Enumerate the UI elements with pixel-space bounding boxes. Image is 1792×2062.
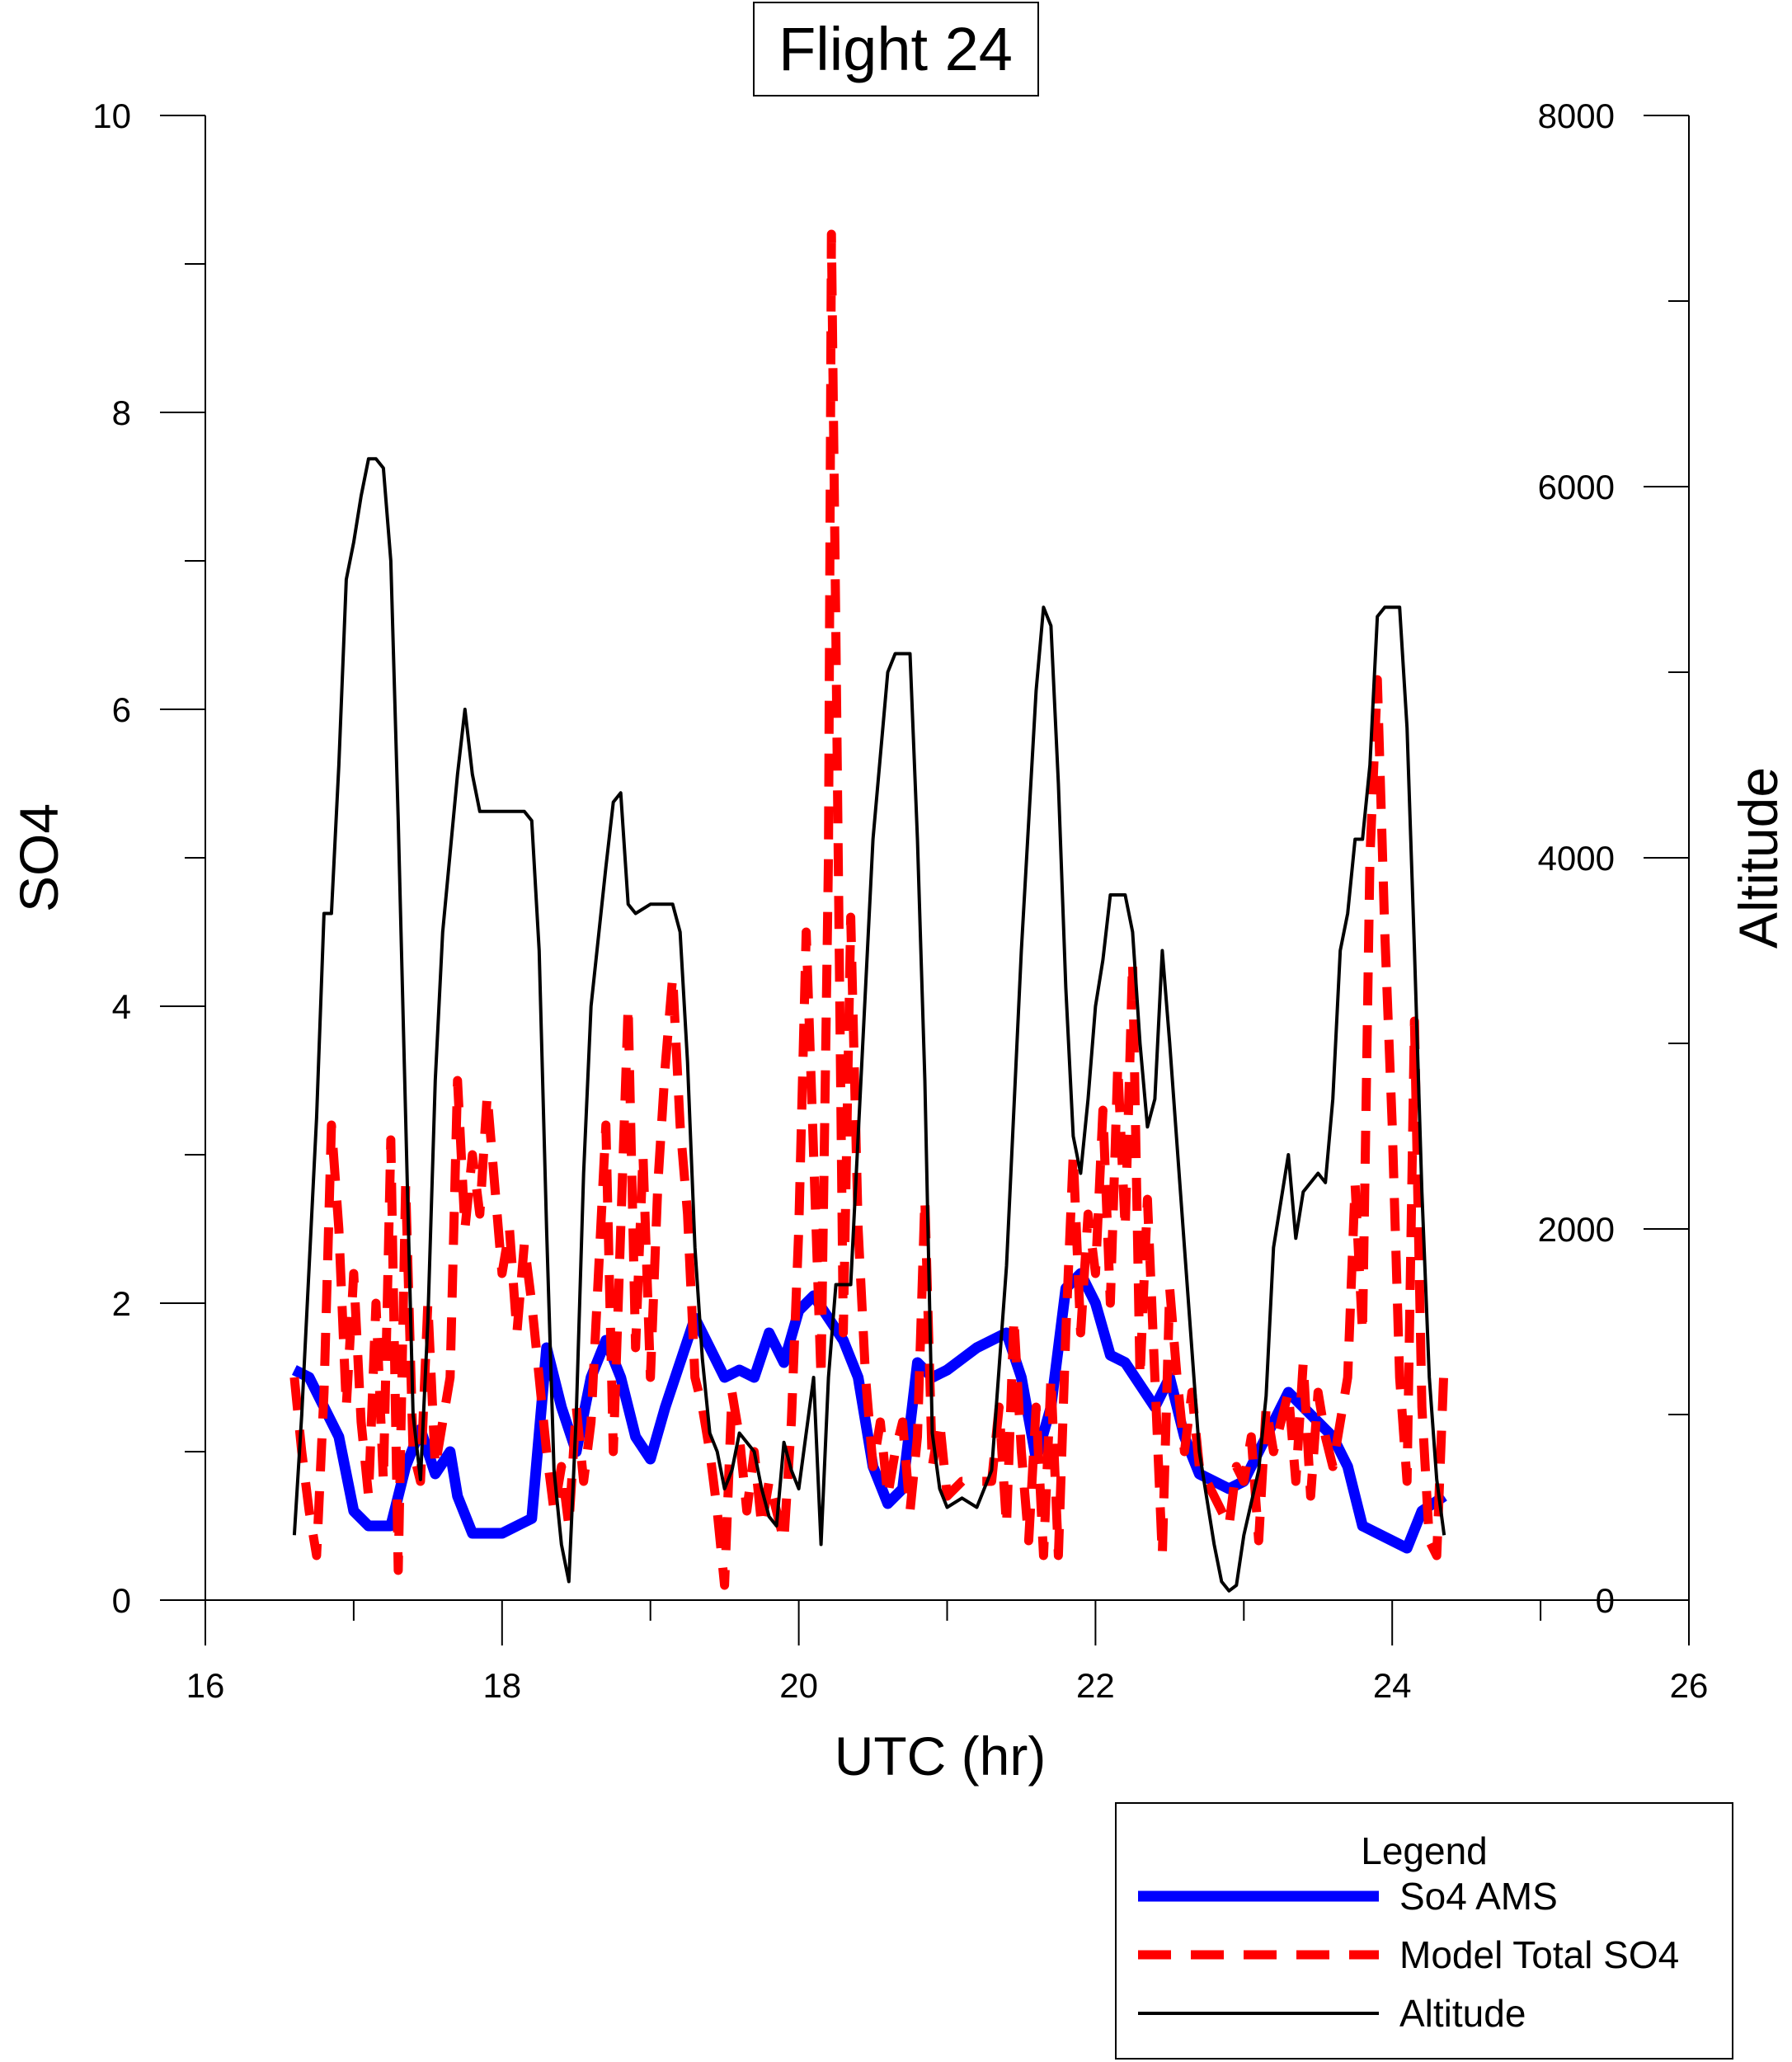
- legend-title: Legend: [1361, 1829, 1488, 1872]
- series-line-model-total-so4: [289, 229, 1449, 1590]
- y-tick-label: 2: [112, 1284, 131, 1323]
- series-layer: [289, 229, 1449, 1593]
- y-tick-label: 4: [112, 987, 131, 1026]
- x-axis-title: UTC (hr): [835, 1725, 1047, 1787]
- y-tick-label: 8: [112, 393, 131, 432]
- y-tick-label: 6: [112, 690, 131, 729]
- chart-title: Flight 24: [778, 15, 1013, 83]
- y2-axis-title: Altitude: [1728, 767, 1789, 949]
- legend: Legend So4 AMS Model Total SO4 Altitude: [1115, 1802, 1733, 2060]
- x-tick-label: 20: [779, 1666, 818, 1705]
- y-tick-label: 0: [112, 1581, 131, 1620]
- legend-box: [1115, 1802, 1733, 2060]
- x-tick-label: 26: [1670, 1666, 1709, 1705]
- legend-label-altitude: Altitude: [1399, 1992, 1526, 2035]
- series-line-altitude: [292, 457, 1446, 1593]
- x-tick-label: 22: [1076, 1666, 1115, 1705]
- y-tick-label: 10: [92, 97, 131, 135]
- x-tick-label: 18: [482, 1666, 521, 1705]
- y2-tick-label: 4000: [1538, 839, 1615, 878]
- x-tick-label: 24: [1373, 1666, 1412, 1705]
- y2-tick-label: 0: [1596, 1581, 1615, 1620]
- y-axis-title: SO4: [8, 803, 69, 912]
- y2-tick-label: 6000: [1538, 468, 1615, 506]
- y2-tick-label: 2000: [1538, 1210, 1615, 1249]
- legend-label-so4-ams: So4 AMS: [1399, 1875, 1558, 1918]
- y2-tick-label: 8000: [1538, 97, 1615, 135]
- chart-title-box: Flight 24: [753, 2, 1039, 97]
- x-tick-label: 16: [186, 1666, 225, 1705]
- legend-label-model-total-so4: Model Total SO4: [1399, 1933, 1679, 1976]
